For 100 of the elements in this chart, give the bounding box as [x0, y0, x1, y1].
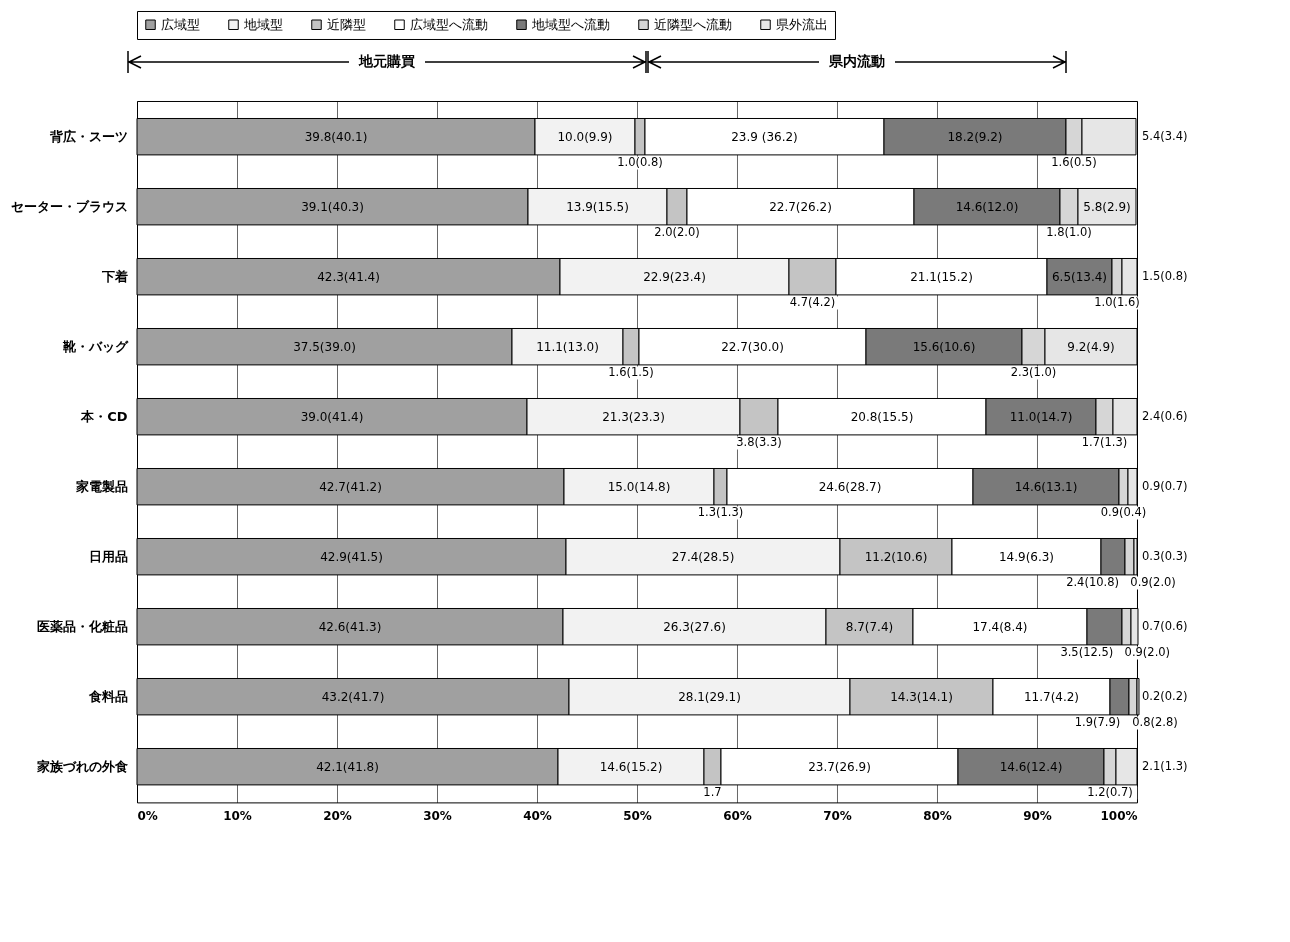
data-label: 37.5(39.0): [293, 339, 356, 354]
x-tick-label: 90%: [1023, 808, 1052, 823]
data-label: 15.6(10.6): [912, 339, 976, 354]
data-label: 24.6(28.7): [818, 479, 882, 494]
data-label: 0.7(0.6): [1141, 618, 1188, 633]
data-label: 1.8(1.0): [1046, 224, 1092, 239]
y-tick-label: 背広・スーツ: [48, 128, 128, 144]
data-label: 1.6(1.5): [608, 364, 654, 379]
data-label: 26.3(27.6): [663, 619, 726, 634]
y-tick-label: 家電製品: [74, 478, 128, 494]
data-label: 2.4(0.6): [1141, 408, 1188, 423]
data-label: 4.7(4.2): [789, 294, 836, 309]
data-label: 17.4(8.4): [972, 619, 1028, 634]
data-label: 14.3(14.1): [890, 689, 953, 704]
data-label: 1.2(0.7): [1087, 784, 1133, 799]
x-tick-label: 100%: [1100, 808, 1138, 823]
data-label: 13.9(15.5): [566, 199, 629, 214]
data-label: 22.7(26.2): [769, 199, 832, 214]
legend-label: 近隣型: [327, 16, 366, 32]
data-label: 2.1(1.3): [1141, 758, 1188, 773]
data-label: 20.8(15.5): [850, 409, 914, 424]
x-tick-label: 70%: [823, 808, 852, 823]
data-label: 14.6(12.0): [955, 199, 1019, 214]
data-label: 42.1(41.8): [316, 759, 379, 774]
data-label: 1.3(1.3): [697, 504, 744, 519]
data-label: 42.7(41.2): [319, 479, 382, 494]
data-label: 39.0(41.4): [300, 409, 364, 424]
legend-label: 地域型: [243, 16, 283, 32]
data-label: 14.6(13.1): [1014, 479, 1078, 494]
data-label: 42.6(41.3): [318, 619, 382, 634]
data-label: 14.9(6.3): [998, 549, 1055, 564]
data-label: 43.2(41.7): [321, 689, 385, 704]
data-label: 0.9(2.0): [1124, 644, 1171, 659]
legend-label: 広域型へ流動: [410, 16, 488, 32]
data-label: 0.9(0.4): [1100, 504, 1147, 519]
y-tick-label: 日用品: [88, 548, 128, 564]
data-label: 14.6(12.4): [999, 759, 1063, 774]
data-label: 22.7(30.0): [721, 339, 784, 354]
data-label: 27.4(28.5): [671, 549, 735, 564]
data-label: 0.2(0.2): [1141, 688, 1188, 703]
data-label: 2.4(10.8): [1066, 574, 1119, 589]
data-label: 1.9(7.9): [1074, 714, 1121, 729]
data-label: 22.9(23.4): [643, 269, 706, 284]
data-label: 3.5(12.5): [1060, 644, 1114, 659]
legend-label: 県外流出: [776, 16, 828, 32]
data-label: 39.1(40.3): [301, 199, 364, 214]
data-label: 0.9(2.0): [1130, 574, 1176, 589]
data-label: 2.3(1.0): [1010, 364, 1057, 379]
data-label: 6.5(13.4): [1051, 269, 1108, 284]
data-label: 23.7(26.9): [808, 759, 871, 774]
data-label: 18.2(9.2): [947, 129, 1003, 144]
y-tick-label: 靴・バッグ: [61, 338, 129, 354]
x-tick-label: 30%: [423, 808, 452, 823]
data-label: 1.0(1.6): [1094, 294, 1140, 309]
x-tick-label: 10%: [223, 808, 252, 823]
data-label: 11.7(4.2): [1023, 689, 1080, 704]
data-label: 11.0(14.7): [1009, 409, 1073, 424]
data-label: 0.9(0.7): [1141, 478, 1188, 493]
y-tick-label: 下着: [100, 268, 128, 284]
data-label: 1.7(1.3): [1081, 434, 1128, 449]
data-label: 14.6(15.2): [599, 759, 663, 774]
data-label: 10.0(9.9): [557, 129, 613, 144]
data-label: 15.0(14.8): [607, 479, 671, 494]
data-label: 0.8(2.8): [1132, 714, 1178, 729]
x-tick-label: 0%: [137, 808, 158, 823]
y-tick-label: 食料品: [87, 688, 128, 704]
x-tick-label: 20%: [323, 808, 352, 823]
legend-label: 近隣型へ流動: [654, 16, 732, 32]
data-label: 1.5(0.8): [1141, 268, 1188, 283]
data-label: 21.3(23.3): [602, 409, 665, 424]
data-label: 1.7: [703, 784, 722, 799]
x-tick-label: 80%: [923, 808, 952, 823]
data-label: 39.8(40.1): [304, 129, 368, 144]
data-label: 2.0(2.0): [654, 224, 700, 239]
data-label: 5.4(3.4): [1141, 128, 1188, 143]
legend-label: 地域型へ流動: [531, 16, 610, 32]
legend-label: 広域型: [161, 16, 201, 32]
data-label: 21.1(15.2): [910, 269, 973, 284]
text: 県内流動: [819, 53, 895, 71]
data-label: 8.7(7.4): [845, 619, 894, 634]
data-label: 1.0(0.8): [617, 154, 663, 169]
data-label: 28.1(29.1): [678, 689, 741, 704]
data-label: 3.8(3.3): [736, 434, 782, 449]
data-label: 9.2(4.9): [1067, 339, 1115, 354]
x-tick-label: 60%: [723, 808, 752, 823]
data-label: 23.9 (36.2): [731, 129, 798, 144]
x-tick-label: 50%: [623, 808, 652, 823]
y-tick-label: 本・CD: [80, 408, 128, 424]
data-label: 11.1(13.0): [536, 339, 599, 354]
text: 地元購買: [349, 53, 425, 71]
data-label: 42.3(41.4): [317, 269, 380, 284]
data-label: 42.9(41.5): [320, 549, 383, 564]
x-tick-label: 40%: [523, 808, 552, 823]
data-label: 0.3(0.3): [1141, 548, 1188, 563]
y-tick-label: セーター・ブラウス: [10, 198, 128, 214]
data-label: 11.2(10.6): [864, 549, 928, 564]
data-label: 1.6(0.5): [1051, 154, 1097, 169]
y-tick-label: 家族づれの外食: [35, 758, 128, 774]
y-tick-label: 医薬品・化粧品: [36, 618, 128, 634]
data-label: 5.8(2.9): [1083, 199, 1131, 214]
